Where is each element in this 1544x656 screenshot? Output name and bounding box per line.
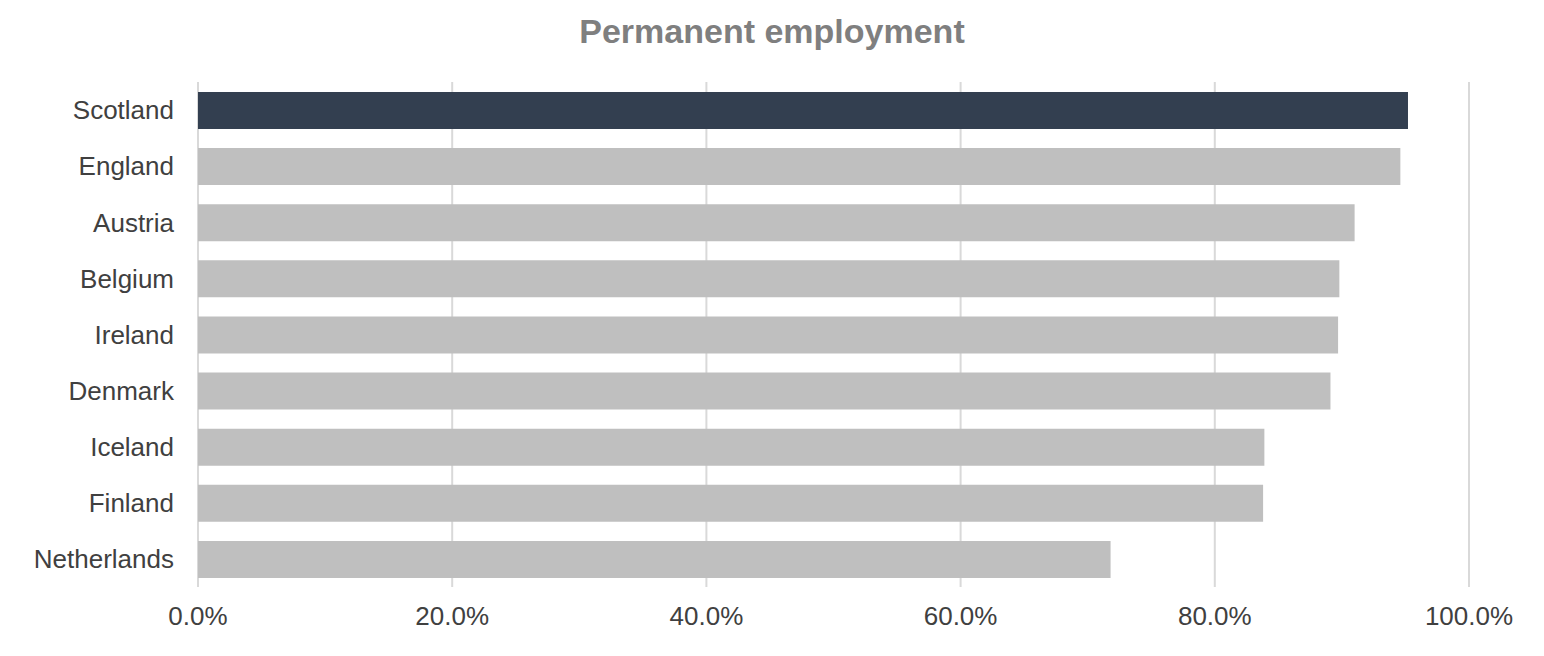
svg-text:80.0%: 80.0%: [1178, 601, 1252, 631]
svg-text:0.0%: 0.0%: [168, 601, 227, 631]
svg-text:Iceland: Iceland: [90, 432, 174, 462]
svg-text:England: England: [79, 151, 174, 181]
svg-text:Ireland: Ireland: [95, 320, 175, 350]
svg-text:40.0%: 40.0%: [670, 601, 744, 631]
svg-text:Denmark: Denmark: [69, 376, 175, 406]
svg-text:Finland: Finland: [89, 488, 174, 518]
html-text:Permanent employment: Permanent employment: [579, 12, 965, 50]
svg-text:20.0%: 20.0%: [415, 601, 489, 631]
svg-text:Scotland: Scotland: [73, 95, 174, 125]
svg-text:Netherlands: Netherlands: [34, 544, 174, 574]
svg-text:60.0%: 60.0%: [924, 601, 998, 631]
svg-text:100.0%: 100.0%: [1425, 601, 1513, 631]
svg-text:Austria: Austria: [93, 208, 174, 238]
svg-text:Belgium: Belgium: [80, 264, 174, 294]
